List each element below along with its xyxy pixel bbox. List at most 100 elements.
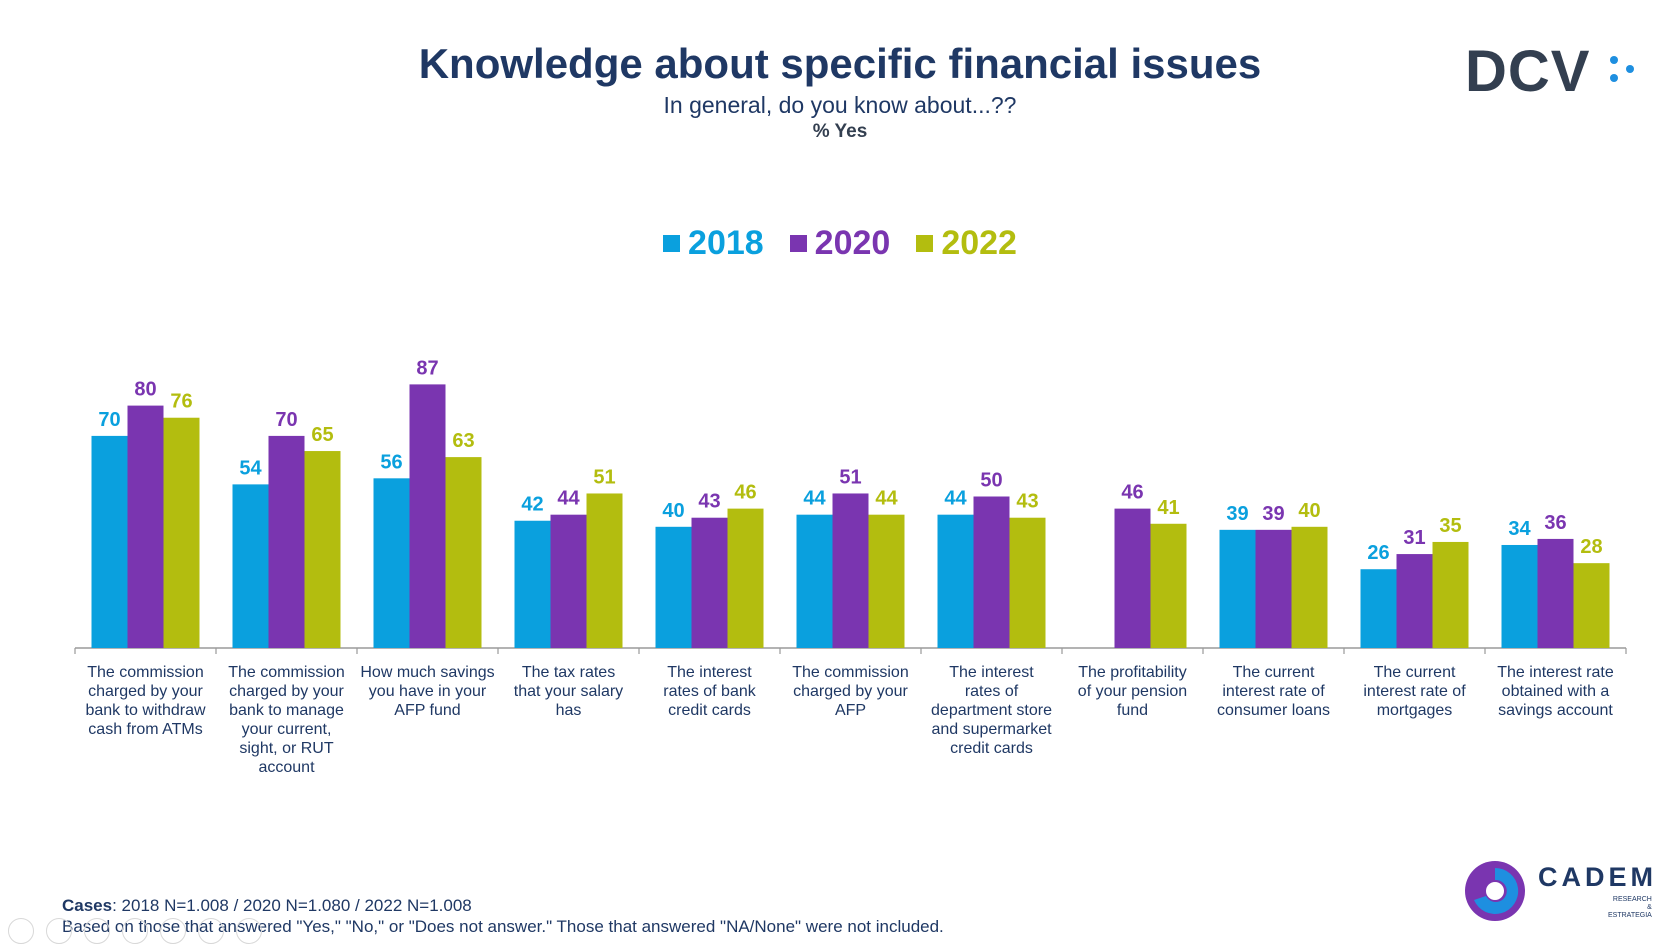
category-label-3: How much savings you have in your AFP fund xyxy=(360,664,494,719)
bar-2020-5 xyxy=(691,517,728,648)
bar-2022-11 xyxy=(1573,563,1610,648)
bar-2022-7 xyxy=(1009,517,1046,648)
legend-swatch-2022 xyxy=(916,235,934,252)
data-label-2020-7: 50 xyxy=(980,470,1002,492)
nav-options-button[interactable] xyxy=(198,918,224,944)
bar-2020-7 xyxy=(973,496,1010,648)
nav-slides-button[interactable] xyxy=(122,918,148,944)
data-label-2018-9: 39 xyxy=(1226,503,1248,525)
bar-2018-7 xyxy=(937,514,974,648)
data-label-2020-10: 31 xyxy=(1403,527,1425,549)
category-label-11: The interest rate obtained with a savings … xyxy=(1497,664,1614,719)
bar-2018-1 xyxy=(91,435,128,648)
bar-2022-9 xyxy=(1291,526,1328,648)
nav-pen-button[interactable] xyxy=(84,918,110,944)
category-label-4: The tax rates that your salary has xyxy=(514,664,623,719)
footer-cases-label: Cases xyxy=(62,896,113,915)
data-label-2022-1: 76 xyxy=(170,391,192,413)
data-label-2022-6: 44 xyxy=(875,488,898,510)
data-label-2020-4: 44 xyxy=(557,488,580,510)
data-label-2022-4: 51 xyxy=(593,466,615,488)
bar-2022-1 xyxy=(163,417,200,648)
bar-2020-4 xyxy=(550,514,587,648)
data-label-2020-8: 46 xyxy=(1121,482,1143,504)
bar-2022-3 xyxy=(445,457,482,648)
bar-2020-10 xyxy=(1396,554,1433,648)
data-label-2018-1: 70 xyxy=(98,409,120,431)
cadem-logo-icon xyxy=(1465,861,1525,921)
data-label-2022-3: 63 xyxy=(452,430,474,452)
data-label-2020-6: 51 xyxy=(839,466,861,488)
bar-2018-2 xyxy=(232,484,269,648)
slide-navigation xyxy=(8,918,262,944)
bar-2022-2 xyxy=(304,451,341,648)
bar-2020-9 xyxy=(1255,529,1292,648)
category-label-9: The current interest rate of consumer loan… xyxy=(1217,664,1330,719)
bar-2022-4 xyxy=(586,493,623,648)
chart-legend: 2018 2020 2022 xyxy=(0,224,1680,263)
legend-swatch-2020 xyxy=(789,235,807,252)
bar-2022-10 xyxy=(1432,541,1469,648)
data-label-2022-5: 46 xyxy=(734,482,756,504)
data-label-2020-11: 36 xyxy=(1544,512,1566,534)
footer-note: Based on those that answered "Yes," "No,… xyxy=(62,917,944,936)
cadem-logo-tagline: RESEARCH & ESTRATEGIA xyxy=(1608,896,1652,920)
bar-2018-5 xyxy=(655,526,692,648)
category-label-2: The commission charged by your bank to man… xyxy=(228,664,344,776)
bar-2020-3 xyxy=(409,384,446,648)
bar-2020-6 xyxy=(832,493,869,648)
footer-cases: Cases: 2018 N=1.008 / 2020 N=1.080 / 202… xyxy=(62,896,472,916)
data-label-2018-4: 42 xyxy=(521,494,543,516)
measure-label: % Yes xyxy=(812,121,868,142)
bar-2022-6 xyxy=(868,514,905,648)
data-label-2018-5: 40 xyxy=(662,500,684,522)
bar-2018-4 xyxy=(514,520,551,648)
category-label-8: The profitability of your pension fund xyxy=(1078,664,1187,719)
legend-label-2022: 2022 xyxy=(941,224,1017,262)
legend-swatch-2018 xyxy=(663,235,681,252)
bar-2020-2 xyxy=(268,435,305,648)
bar-2018-10 xyxy=(1360,569,1397,648)
nav-more-button[interactable] xyxy=(236,918,262,944)
cadem-tagline-1: RESEARCH xyxy=(1612,896,1652,903)
data-label-2022-7: 43 xyxy=(1016,491,1038,513)
nav-prev-button[interactable] xyxy=(8,918,34,944)
legend-label-2018: 2018 xyxy=(688,224,764,262)
cadem-logo: CADEM RESEARCH & ESTRATEGIA xyxy=(1460,856,1653,926)
chart-subtitle: In general, do you know about...?? xyxy=(663,92,1017,118)
bar-chart: 70 80 76 The commission charged by your bank … xyxy=(74,357,1627,776)
category-label-1: The commission charged by your bank to wit… xyxy=(85,664,206,738)
bar-2022-5 xyxy=(727,508,764,648)
cadem-tagline-2: & ESTRATEGIA xyxy=(1608,904,1652,919)
bar-2022-8 xyxy=(1150,523,1187,648)
nav-zoom-button[interactable] xyxy=(160,918,186,944)
nav-next-button[interactable] xyxy=(46,918,72,944)
legend-label-2020: 2020 xyxy=(814,224,891,262)
legend-item-2022: 2022 xyxy=(916,224,1017,263)
bar-2018-6 xyxy=(796,514,833,648)
data-label-2022-10: 35 xyxy=(1439,515,1461,537)
bar-2018-3 xyxy=(373,478,410,648)
dcv-logo-dots xyxy=(1610,50,1640,90)
cadem-logo-text: CADEM xyxy=(1538,862,1657,892)
data-label-2018-10: 26 xyxy=(1367,542,1389,564)
bar-2020-8 xyxy=(1114,508,1151,648)
legend-item-2018: 2018 xyxy=(663,224,764,263)
data-label-2020-5: 43 xyxy=(698,491,720,513)
data-label-2018-11: 34 xyxy=(1508,518,1531,540)
data-label-2022-11: 28 xyxy=(1580,536,1602,558)
data-label-2020-2: 70 xyxy=(275,409,297,431)
data-label-2022-9: 40 xyxy=(1298,500,1320,522)
chart-title: Knowledge about specific financial issue… xyxy=(418,40,1262,87)
data-label-2020-1: 80 xyxy=(134,379,156,401)
bar-2018-11 xyxy=(1501,544,1538,648)
data-label-2018-3: 56 xyxy=(380,451,402,473)
category-label-7: The interest rates of department store and … xyxy=(931,664,1052,757)
bar-2018-9 xyxy=(1219,529,1256,648)
dcv-logo: DCV xyxy=(1465,39,1591,104)
bar-2020-11 xyxy=(1537,538,1574,648)
data-label-2020-3: 87 xyxy=(416,357,438,379)
data-label-2018-7: 44 xyxy=(944,488,967,510)
category-label-5: The interest rates of bank credit cards xyxy=(663,664,757,719)
data-label-2018-6: 44 xyxy=(803,488,826,510)
